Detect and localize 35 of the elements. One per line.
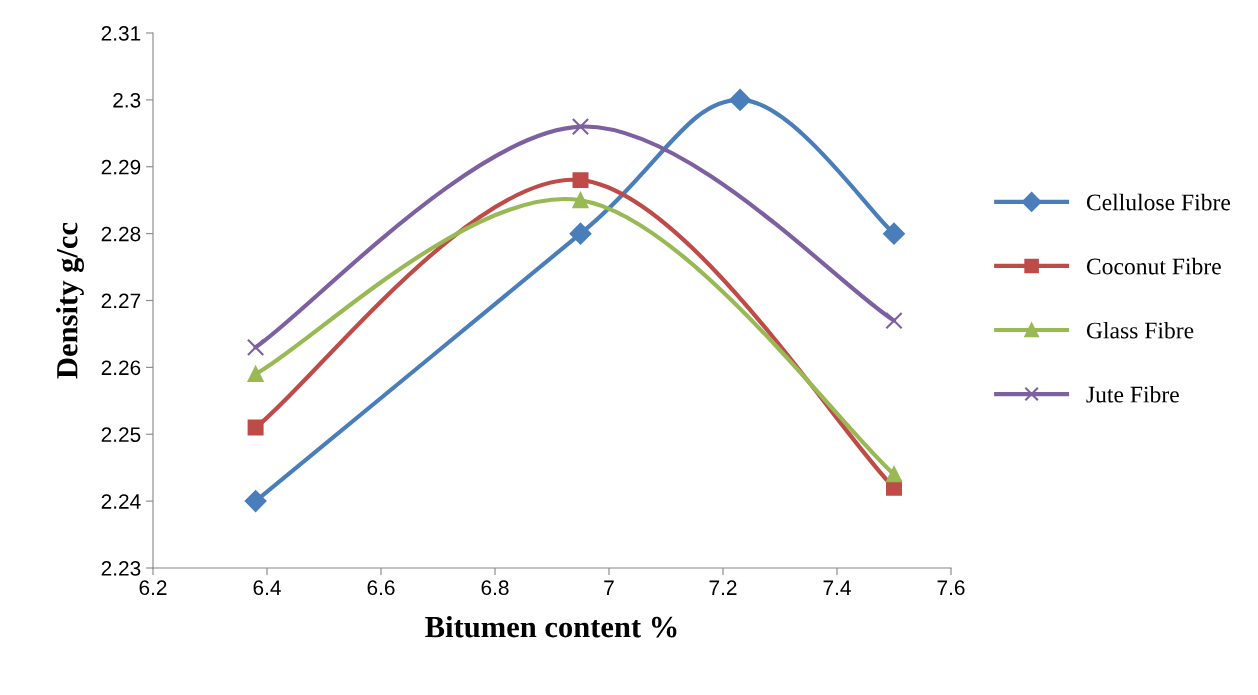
y-tick-label: 2.24 [101, 494, 141, 509]
x-tick-label: 7.4 [823, 580, 851, 595]
x-axis-title: Bitumen content % [425, 615, 677, 638]
legend-label: Jute Fibre [1086, 385, 1179, 403]
x-tick-label: 7 [604, 580, 614, 595]
y-tick-label: 2.27 [101, 293, 141, 309]
x-tick-label: 7.6 [937, 580, 965, 596]
y-tick-label: 2.29 [101, 159, 141, 175]
legend-label: Glass Fibre [1086, 321, 1194, 339]
point [244, 490, 267, 512]
point [571, 117, 590, 136]
x-tick-label: 6.4 [253, 580, 281, 596]
point [569, 222, 592, 245]
x-tick-label: 6.8 [481, 580, 509, 596]
x-tick-label: 7.2 [709, 580, 737, 595]
point [729, 89, 751, 111]
point [246, 338, 265, 356]
y-tick-label: 2.23 [101, 561, 141, 576]
point [572, 172, 589, 189]
y-tick-label: 2.25 [101, 427, 141, 442]
point [247, 366, 264, 383]
point [572, 192, 589, 209]
x-tick-label: 6.6 [367, 580, 395, 596]
legend-label: Cellulose Fibre [1086, 193, 1231, 211]
point [247, 419, 264, 436]
y-tick-label: 2.31 [101, 26, 141, 41]
y-axis-title: Density g/cc [56, 222, 84, 379]
point [883, 222, 905, 245]
legend-label: Coconut Fibre [1086, 257, 1221, 275]
y-tick-label: 2.26 [101, 360, 141, 376]
y-tick-label: 2.28 [101, 226, 141, 242]
point [885, 311, 903, 330]
x-tick-label: 6.2 [139, 580, 167, 596]
y-tick-label: 2.3 [113, 92, 141, 108]
point [886, 466, 902, 483]
